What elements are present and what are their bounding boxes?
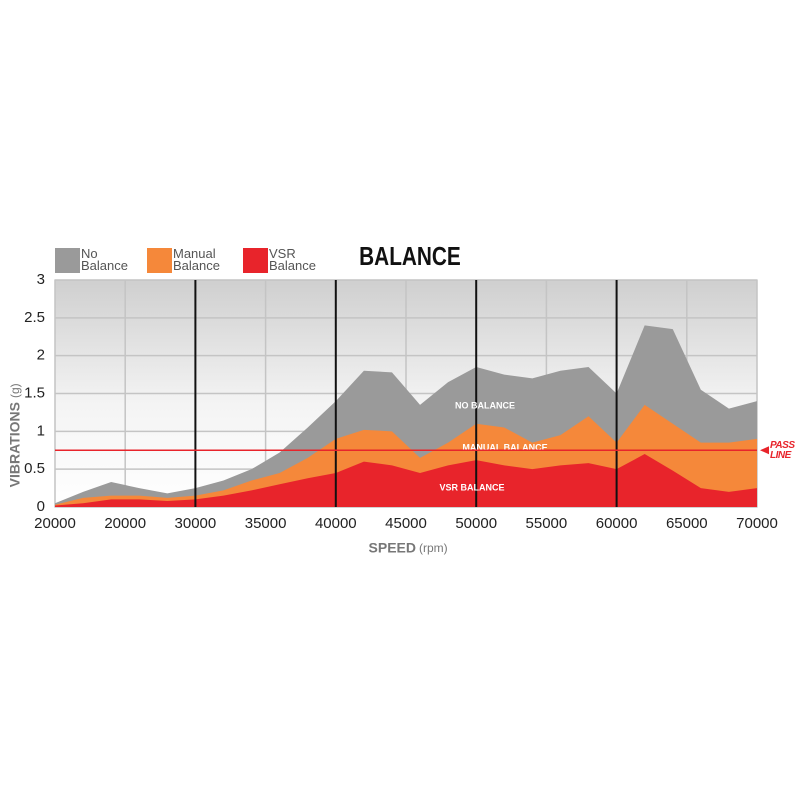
area-annotation: NO BALANCE [455,400,515,410]
x-tick-label: 20000 [34,515,76,532]
y-tick-label: 3 [37,271,45,288]
area [55,454,757,507]
pass-arrow [760,446,769,455]
x-tick-label: 40000 [315,515,357,532]
x-label: SPEED [369,540,416,556]
y-tick-label: 2 [37,347,45,364]
legend-swatch [243,248,268,273]
pass-line-label: PASS LINE [770,440,795,461]
legend-swatch [55,248,80,273]
x-tick-label: 65000 [666,515,708,532]
x-tick-label: 35000 [245,515,287,532]
y-axis-title: VIBRATIONS (g) [7,383,23,487]
y-tick-label: 2.5 [24,309,45,326]
chart-title: BALANCE [359,242,461,271]
x-tick-label: 45000 [385,515,427,532]
y-tick-label: 0.5 [24,460,45,477]
y-tick-label: 1 [37,422,45,439]
legend-label: No Balance [81,246,128,273]
y-tick-label: 0 [37,498,45,515]
legend-label: VSR Balance [269,246,316,273]
y-tick-label: 1.5 [24,384,45,401]
y-label: VIBRATIONS [7,402,23,487]
x-tick-label: 60000 [596,515,638,532]
x-unit: (rpm) [419,541,448,555]
legend-swatch [147,248,172,273]
x-tick-label: 70000 [736,515,778,532]
area-annotation: MANUAL BALANCE [462,442,547,452]
x-tick-label: 55000 [526,515,568,532]
x-tick-label: 30000 [175,515,217,532]
x-tick-label: 50000 [455,515,497,532]
legend-label: Manual Balance [173,246,220,273]
area-annotation: VSR BALANCE [439,482,504,492]
x-tick-label: 20000 [104,515,146,532]
y-unit: (g) [8,383,22,398]
